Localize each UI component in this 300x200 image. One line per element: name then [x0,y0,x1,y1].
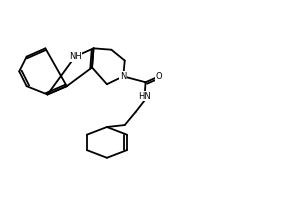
Text: O: O [156,72,162,81]
Text: N: N [120,72,126,81]
Text: NH: NH [69,52,82,61]
Text: HN: HN [138,92,151,101]
